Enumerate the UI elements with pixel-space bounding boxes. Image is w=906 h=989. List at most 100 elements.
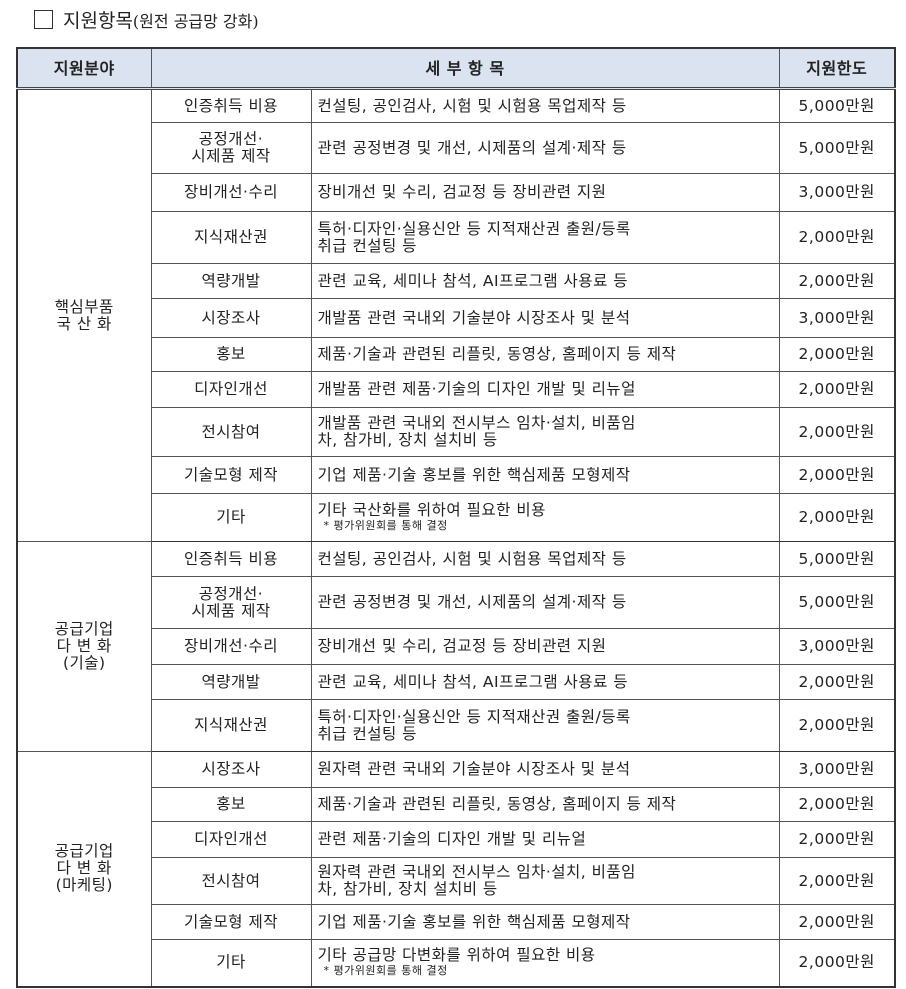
- detail-text: 개발품 관련 국내외 기술분야 시장조사 및 분석: [317, 308, 631, 327]
- limit-cell: 2,000만원: [778, 407, 896, 457]
- item-cell: 인증취득 비용: [150, 88, 312, 123]
- item-cell: 공정개선· 시제품 제작: [150, 122, 312, 174]
- detail-note: * 평가위원회를 통해 결정: [323, 519, 448, 532]
- detail-note: * 평가위원회를 통해 결정: [323, 964, 448, 978]
- item-cell: 디자인개선: [150, 821, 312, 858]
- detail-cell: 기업 제품·기술 홍보를 위한 핵심제품 모형제작: [310, 456, 780, 494]
- detail-text: 기타 국산화를 위하여 필요한 비용: [317, 501, 546, 519]
- detail-text: 기업 제품·기술 홍보를 위한 핵심제품 모형제작: [317, 465, 631, 484]
- detail-cell: 개발품 관련 제품·기술의 디자인 개발 및 리뉴얼: [310, 371, 780, 408]
- table-row: 공정개선· 시제품 제작 관련 공정변경 및 개선, 시제품의 설계·제작 등 5,…: [17, 576, 896, 629]
- item-cell: 홍보: [150, 337, 312, 372]
- limit-cell: 2,000만원: [778, 904, 896, 940]
- table-row: 기술모형 제작 기업 제품·기술 홍보를 위한 핵심제품 모형제작 2,000만원: [17, 904, 896, 940]
- item-cell: 역량개발: [150, 664, 312, 700]
- table-row: 역량개발 관련 교육, 세미나 참석, AI프로그램 사용료 등 2,000만원: [17, 263, 896, 299]
- detail-text: 컨설팅, 공인검사, 시험 및 시험용 목업제작 등: [317, 549, 627, 568]
- item-cell: 기술모형 제작: [150, 904, 312, 940]
- limit-cell: 2,000만원: [778, 787, 896, 822]
- item-cell: 기술모형 제작: [150, 456, 312, 494]
- limit-cell: 5,000만원: [778, 576, 896, 629]
- limit-cell: 5,000만원: [778, 88, 896, 123]
- limit-cell: 3,000만원: [778, 298, 896, 338]
- limit-cell: 2,000만원: [778, 211, 896, 264]
- limit-cell: 2,000만원: [778, 821, 896, 858]
- category-cell: 핵심부품 국 산 화: [16, 88, 152, 542]
- detail-text: 관련 교육, 세미나 참석, AI프로그램 사용료 등: [317, 672, 629, 691]
- detail-cell: 관련 공정변경 및 개선, 시제품의 설계·제작 등: [310, 122, 780, 174]
- item-cell: 기타: [150, 493, 312, 542]
- detail-text: 개발품 관련 제품·기술의 디자인 개발 및 리뉴얼: [317, 380, 636, 398]
- detail-cell: 장비개선 및 수리, 검교정 등 장비관련 지원: [310, 628, 780, 665]
- limit-cell: 2,000만원: [778, 371, 896, 408]
- table-row: 핵심부품 국 산 화 인증취득 비용 컨설팅, 공인검사, 시험 및 시험용 목업제…: [16, 88, 896, 542]
- header-detail: 세 부 항 목: [150, 47, 780, 90]
- limit-cell: 2,000만원: [778, 664, 896, 700]
- detail-cell: 제품·기술과 관련된 리플릿, 동영상, 홈페이지 등 제작: [310, 337, 780, 372]
- detail-cell: 제품·기술과 관련된 리플릿, 동영상, 홈페이지 등 제작: [310, 787, 780, 822]
- item-cell: 지식재산권: [150, 699, 312, 752]
- limit-cell: 3,000만원: [778, 173, 896, 212]
- detail-text: 특허·디자인·실용신안 등 지적재산권 출원/등록 취급 컨설팅 등: [317, 219, 631, 255]
- limit-cell: 2,000만원: [778, 456, 896, 494]
- table-row: 장비개선·수리 장비개선 및 수리, 검교정 등 장비관련 지원 3,000만원: [17, 628, 896, 665]
- section-heading: 지원항목(원전 공급망 강화): [34, 6, 259, 33]
- table-row: 역량개발 관련 교육, 세미나 참석, AI프로그램 사용료 등 2,000만원: [17, 664, 896, 700]
- limit-cell: 2,000만원: [778, 493, 896, 542]
- table-row: 기타 기타 국산화를 위하여 필요한 비용 * 평가위원회를 통해 결정 2,000만…: [17, 493, 896, 542]
- detail-cell: 원자력 관련 국내외 기술분야 시장조사 및 분석: [310, 751, 780, 788]
- limit-cell: 3,000만원: [778, 628, 896, 665]
- item-cell: 시장조사: [150, 751, 312, 788]
- checkbox-square-icon: [34, 10, 53, 29]
- limit-cell: 2,000만원: [778, 337, 896, 372]
- detail-cell: 관련 교육, 세미나 참석, AI프로그램 사용료 등: [310, 664, 780, 700]
- item-cell: 역량개발: [150, 263, 312, 299]
- table-row: 디자인개선 관련 제품·기술의 디자인 개발 및 리뉴얼 2,000만원: [17, 821, 896, 858]
- item-cell: 기타: [150, 939, 312, 987]
- item-cell: 장비개선·수리: [150, 173, 312, 212]
- item-cell: 홍보: [150, 787, 312, 822]
- detail-cell: 컨설팅, 공인검사, 시험 및 시험용 목업제작 등: [310, 541, 780, 577]
- detail-cell: 개발품 관련 국내외 기술분야 시장조사 및 분석: [310, 298, 780, 338]
- table-row: 홍보 제품·기술과 관련된 리플릿, 동영상, 홈페이지 등 제작 2,000만원: [17, 337, 896, 372]
- limit-cell: 2,000만원: [778, 263, 896, 299]
- header-row: 지원분야 세 부 항 목 지원한도: [16, 47, 896, 90]
- item-cell: 전시참여: [150, 857, 312, 905]
- detail-text: 특허·디자인·실용신안 등 지적재산권 출원/등록 취급 컨설팅 등: [317, 707, 631, 743]
- table-row: 전시참여 개발품 관련 국내외 전시부스 임차·설치, 비품임 차, 참가비, 장…: [17, 407, 896, 457]
- detail-text: 제품·기술과 관련된 리플릿, 동영상, 홈페이지 등 제작: [317, 345, 677, 363]
- detail-cell: 장비개선 및 수리, 검교정 등 장비관련 지원: [310, 173, 780, 212]
- detail-text: 장비개선 및 수리, 검교정 등 장비관련 지원: [317, 183, 607, 201]
- detail-text: 원자력 관련 국내외 기술분야 시장조사 및 분석: [317, 760, 631, 778]
- item-cell: 디자인개선: [150, 371, 312, 408]
- detail-text: 관련 공정변경 및 개선, 시제품의 설계·제작 등: [317, 593, 627, 611]
- header-category: 지원분야: [16, 47, 152, 90]
- detail-text: 관련 공정변경 및 개선, 시제품의 설계·제작 등: [317, 138, 627, 157]
- table-row: 장비개선·수리 장비개선 및 수리, 검교정 등 장비관련 지원 3,000만원: [17, 173, 896, 212]
- limit-cell: 3,000만원: [778, 751, 896, 788]
- limit-cell: 5,000만원: [778, 122, 896, 174]
- table-row: 공급기업 다 변 화 (기술) 인증취득 비용 컨설팅, 공인검사, 시험 및 시험…: [16, 541, 896, 752]
- item-cell: 전시참여: [150, 407, 312, 457]
- detail-text: 관련 교육, 세미나 참석, AI프로그램 사용료 등: [317, 271, 629, 290]
- table-row: 지식재산권 특허·디자인·실용신안 등 지적재산권 출원/등록 취급 컨설팅 등 2…: [17, 699, 896, 752]
- item-cell: 지식재산권: [150, 211, 312, 264]
- detail-text: 컨설팅, 공인검사, 시험 및 시험용 목업제작 등: [317, 96, 627, 115]
- detail-cell: 특허·디자인·실용신안 등 지적재산권 출원/등록 취급 컨설팅 등: [310, 699, 780, 752]
- detail-cell: 기업 제품·기술 홍보를 위한 핵심제품 모형제작: [310, 904, 780, 940]
- limit-cell: 2,000만원: [778, 939, 896, 987]
- item-cell: 시장조사: [150, 298, 312, 338]
- category-cell: 공급기업 다 변 화 (마케팅): [16, 751, 152, 987]
- detail-cell: 관련 교육, 세미나 참석, AI프로그램 사용료 등: [310, 263, 780, 299]
- limit-cell: 2,000만원: [778, 699, 896, 752]
- detail-cell: 컨설팅, 공인검사, 시험 및 시험용 목업제작 등: [310, 88, 780, 123]
- table-row: 시장조사 개발품 관련 국내외 기술분야 시장조사 및 분석 3,000만원: [17, 298, 896, 338]
- table-row: 전시참여 원자력 관련 국내외 전시부스 임차·설치, 비품임 차, 참가비, 장…: [17, 857, 896, 905]
- table-row: 기타 기타 공급망 다변화를 위하여 필요한 비용 * 평가위원회를 통해 결정 2,…: [17, 939, 896, 987]
- detail-cell: 특허·디자인·실용신안 등 지적재산권 출원/등록 취급 컨설팅 등: [310, 211, 780, 264]
- limit-cell: 5,000만원: [778, 541, 896, 577]
- detail-cell: 관련 제품·기술의 디자인 개발 및 리뉴얼: [310, 821, 780, 858]
- header-limit: 지원한도: [778, 47, 896, 90]
- detail-cell: 개발품 관련 국내외 전시부스 임차·설치, 비품임 차, 참가비, 장치 설치…: [310, 407, 780, 457]
